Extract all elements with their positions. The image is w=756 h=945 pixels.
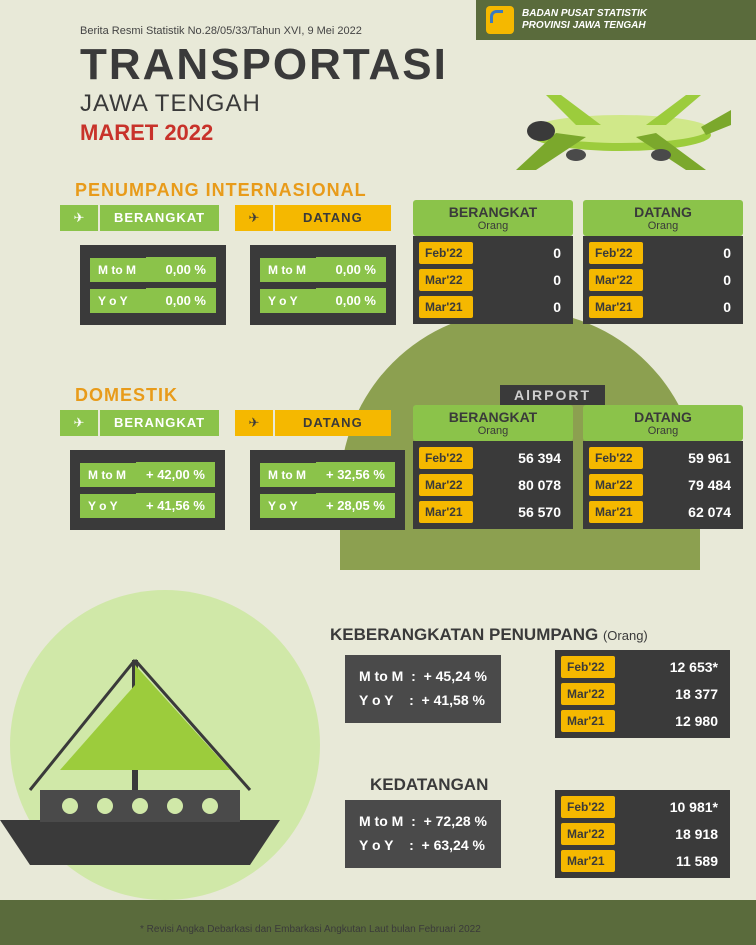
ship-icon: [0, 640, 300, 880]
arrive-icon: ✈: [235, 205, 273, 231]
sea-arr-values: Feb'2210 981* Mar'2218 918 Mar'2111 589: [555, 790, 730, 878]
section-intl-title: PENUMPANG INTERNASIONAL: [75, 180, 367, 201]
arrive-icon: ✈: [235, 410, 273, 436]
dom-arr-tag: ✈ DATANG: [235, 410, 391, 436]
intl-dep-values: BERANGKATOrang Feb'220 Mar'220 Mar'210: [413, 200, 573, 324]
dom-arr-values: DATANGOrang Feb'2259 961 Mar'2279 484 Ma…: [583, 405, 743, 529]
header-bar: BADAN PUSAT STATISTIK PROVINSI JAWA TENG…: [476, 0, 756, 40]
title-main: TRANSPORTASI: [80, 40, 448, 90]
title-block: TRANSPORTASI JAWA TENGAH MARET 2022: [80, 40, 448, 146]
dom-dep-values: BERANGKATOrang Feb'2256 394 Mar'2280 078…: [413, 405, 573, 529]
intl-arr-yoy: 0,00 %: [316, 288, 386, 313]
intl-dep-mtom: 0,00 %: [146, 257, 216, 282]
sea-dep-stats: M to M : + 45,24 % Y o Y : + 41,58 %: [345, 655, 501, 723]
bottom-band: [0, 900, 756, 945]
footnote: * Revisi Angka Debarkasi dan Embarkasi A…: [140, 924, 481, 935]
dom-dep-stats: M to M+ 42,00 % Y o Y+ 41,56 %: [70, 450, 225, 530]
depart-icon: ✈: [60, 410, 98, 436]
depart-icon: ✈: [60, 205, 98, 231]
airplane-icon: [506, 75, 736, 195]
header-org: BADAN PUSAT STATISTIK PROVINSI JAWA TENG…: [522, 8, 647, 32]
org-line1: BADAN PUSAT STATISTIK: [522, 8, 647, 20]
tag-datang: DATANG: [275, 410, 391, 436]
intl-arr-mtom: 0,00 %: [316, 257, 386, 282]
intl-arr-values: DATANGOrang Feb'220 Mar'220 Mar'210: [583, 200, 743, 324]
mtom-label: M to M: [260, 258, 316, 282]
press-release-number: Berita Resmi Statistik No.28/05/33/Tahun…: [80, 25, 362, 37]
sea-dep-values: Feb'2212 653* Mar'2218 377 Mar'2112 980: [555, 650, 730, 738]
sea-arr-title: KEDATANGAN: [370, 775, 488, 795]
intl-dep-stats: M to M0,00 % Y o Y0,00 %: [80, 245, 226, 325]
yoy-label: Y o Y: [260, 289, 316, 313]
sea-dep-title: KEBERANGKATAN PENUMPANG (Orang): [330, 625, 648, 645]
org-line2: PROVINSI JAWA TENGAH: [522, 20, 647, 32]
intl-arr-tag: ✈ DATANG: [235, 205, 391, 231]
intl-dep-tag: ✈ BERANGKAT: [60, 205, 219, 231]
bps-logo: [486, 6, 514, 34]
yoy-label: Y o Y: [90, 289, 146, 313]
mtom-label: M to M: [90, 258, 146, 282]
section-dom-title: DOMESTIK: [75, 385, 178, 406]
sea-arr-stats: M to M : + 72,28 % Y o Y : + 63,24 %: [345, 800, 501, 868]
intl-dep-yoy: 0,00 %: [146, 288, 216, 313]
title-period: MARET 2022: [80, 120, 448, 146]
tag-berangkat: BERANGKAT: [100, 205, 219, 231]
title-region: JAWA TENGAH: [80, 90, 448, 118]
intl-arr-stats: M to M0,00 % Y o Y0,00 %: [250, 245, 396, 325]
tag-datang: DATANG: [275, 205, 391, 231]
airport-label: AlRPORT: [500, 385, 605, 405]
dom-arr-stats: M to M+ 32,56 % Y o Y+ 28,05 %: [250, 450, 405, 530]
tag-berangkat: BERANGKAT: [100, 410, 219, 436]
dom-dep-tag: ✈ BERANGKAT: [60, 410, 219, 436]
